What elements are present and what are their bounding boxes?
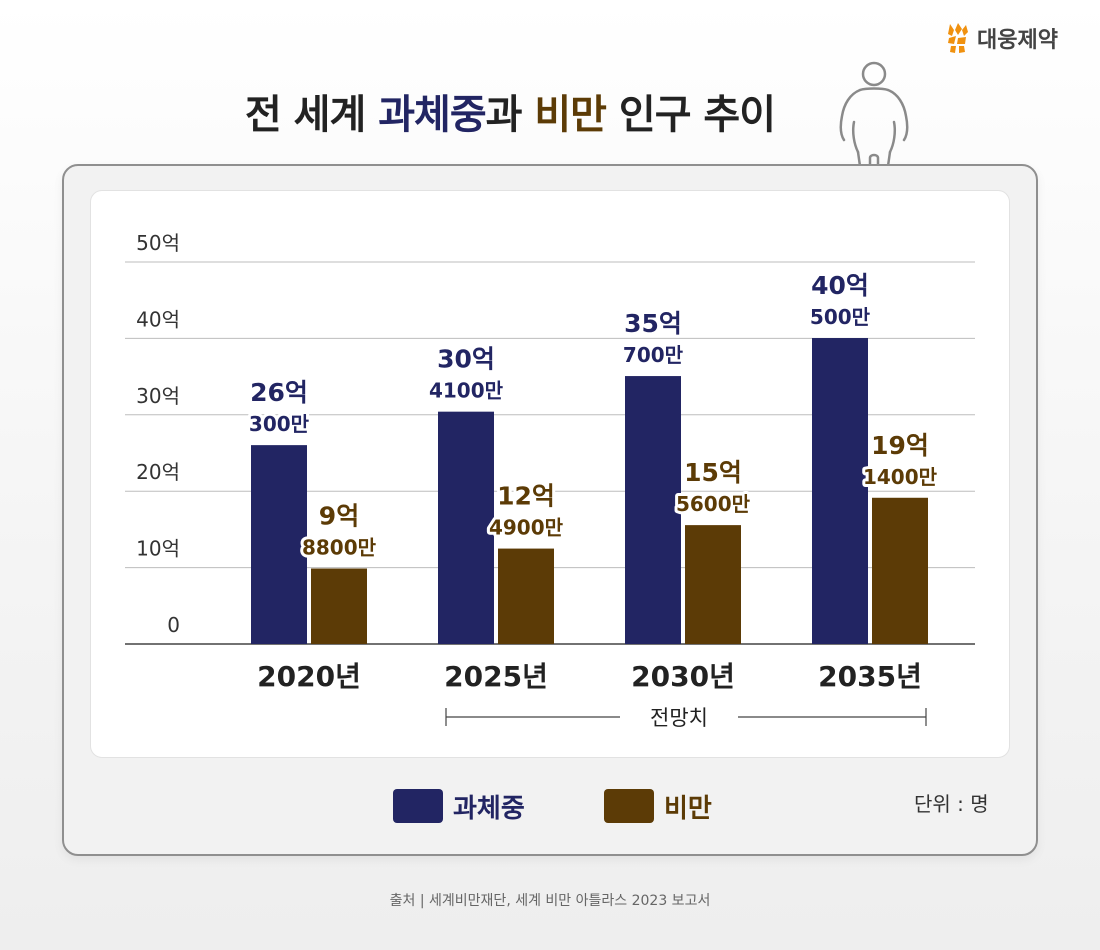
bar-obese [685,525,741,644]
brand-name: 대웅제약 [977,28,1058,53]
bar-overweight [438,411,494,644]
y-tick-label: 10억 [136,537,180,561]
y-tick-label: 20억 [136,460,180,484]
data-sublabel-obese: 5600만 [676,492,751,516]
data-label-obese: 19억 [871,431,929,460]
daewoong-bear-logo-icon [948,23,969,53]
x-category-label: 2025년 [444,660,548,693]
data-label-overweight: 30억 [437,345,495,374]
y-tick-label: 30억 [136,384,180,408]
data-sublabel-obese: 8800만 [302,536,377,560]
legend-swatch-obese [604,789,654,823]
data-sublabel-obese: 1400만 [863,465,938,489]
unit-label: 단위 : 명 [914,792,989,816]
bar-overweight [812,338,868,644]
legend-label-obese: 비만 [664,793,712,824]
x-category-label: 2035년 [818,660,922,693]
bar-chart: 0 10억 20억 30억 40억 50억 26억 300만 9억 8800만 2020년 30억 41… [125,231,975,730]
title-part-1: 전 세계 [244,92,379,138]
y-tick-label: 40억 [136,307,180,331]
legend-label-overweight: 과체중 [453,793,525,824]
legend-item-obese: 비만 [604,786,712,826]
source-citation: 출처 | 세계비만재단, 세계 비만 아틀라스 2023 보고서 [389,893,711,909]
bar-obese [498,548,554,644]
y-tick-label: 0 [167,613,180,637]
data-sublabel-overweight: 4100만 [429,379,504,403]
title-part-5: 인구 추이 [605,92,776,138]
person-outline-icon [839,61,909,166]
data-sublabel-overweight: 500만 [810,305,871,329]
bar-overweight [625,376,681,644]
bar-obese [872,497,928,644]
data-label-overweight: 35억 [624,309,682,338]
data-sublabel-overweight: 300만 [249,412,310,436]
x-category-label: 2020년 [257,660,361,693]
title-highlight-overweight: 과체중 [378,92,486,138]
data-sublabel-overweight: 700만 [623,343,684,367]
title-highlight-obese: 비만 [534,92,607,138]
y-tick-label: 50억 [136,231,180,255]
data-label-obese: 15억 [684,458,742,487]
bar-overweight [251,445,307,644]
data-label-obese: 12억 [497,482,555,511]
brand-logo: 대웅제약 [945,22,1058,54]
title-part-3: 과 [485,92,535,138]
data-sublabel-obese: 4900만 [489,516,564,540]
legend-item-overweight: 과체중 [393,786,525,826]
data-label-obese: 9억 [319,502,359,531]
page-title: 전 세계 과체중과 비만 인구 추이 [0,82,1020,140]
forecast-label: 전망치 [650,706,708,730]
bar-obese [311,568,367,644]
x-category-label: 2030년 [631,660,735,693]
legend-swatch-overweight [393,789,443,823]
data-label-overweight: 26억 [250,378,308,407]
data-label-overweight: 40억 [811,271,869,300]
